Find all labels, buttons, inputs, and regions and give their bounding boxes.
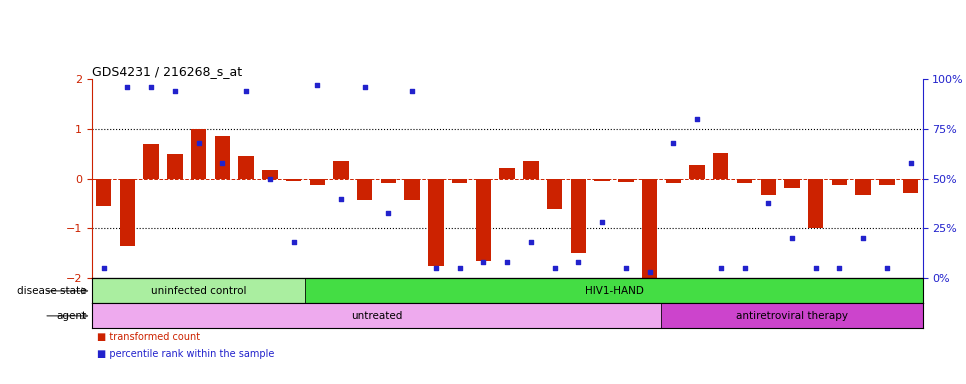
- Bar: [832, 179, 847, 185]
- Bar: [167, 154, 183, 179]
- Point: [879, 265, 895, 271]
- Bar: [120, 179, 135, 246]
- Point: [666, 139, 681, 146]
- Point: [784, 235, 800, 242]
- Point: [191, 139, 207, 146]
- Bar: [286, 179, 301, 181]
- Text: HIV1-HAND: HIV1-HAND: [584, 286, 643, 296]
- Bar: [305, 278, 923, 303]
- Point: [167, 88, 183, 94]
- Point: [760, 199, 776, 205]
- Point: [690, 116, 705, 122]
- Text: ■ percentile rank within the sample: ■ percentile rank within the sample: [97, 349, 274, 359]
- Point: [357, 84, 373, 90]
- Bar: [309, 179, 325, 185]
- Bar: [666, 179, 681, 182]
- Point: [832, 265, 847, 271]
- Bar: [524, 161, 539, 179]
- Bar: [191, 129, 207, 179]
- Point: [856, 235, 871, 242]
- Bar: [784, 179, 800, 187]
- Bar: [357, 179, 373, 200]
- Bar: [690, 165, 705, 179]
- Bar: [737, 179, 753, 182]
- Point: [381, 209, 396, 215]
- Bar: [92, 303, 662, 328]
- Bar: [262, 170, 277, 179]
- Point: [618, 265, 634, 271]
- Bar: [405, 179, 420, 200]
- Text: untreated: untreated: [351, 311, 402, 321]
- Bar: [713, 152, 728, 179]
- Bar: [499, 167, 515, 179]
- Bar: [428, 179, 443, 266]
- Point: [309, 82, 325, 88]
- Bar: [594, 179, 610, 181]
- Point: [737, 265, 753, 271]
- Point: [405, 88, 420, 94]
- Text: uninfected control: uninfected control: [151, 286, 246, 296]
- Point: [120, 84, 135, 90]
- Point: [713, 265, 728, 271]
- Point: [547, 265, 562, 271]
- Text: disease state: disease state: [17, 286, 87, 296]
- Bar: [475, 179, 491, 261]
- Point: [333, 195, 349, 202]
- Bar: [618, 179, 634, 182]
- Bar: [143, 144, 158, 179]
- Point: [262, 175, 277, 182]
- Point: [96, 265, 111, 271]
- Point: [286, 239, 301, 245]
- Bar: [641, 179, 657, 278]
- Bar: [381, 179, 396, 182]
- Bar: [96, 179, 111, 206]
- Point: [524, 239, 539, 245]
- Point: [143, 84, 158, 90]
- Point: [475, 259, 491, 265]
- Bar: [662, 303, 923, 328]
- Bar: [760, 179, 776, 195]
- Point: [499, 259, 515, 265]
- Point: [239, 88, 254, 94]
- Point: [594, 219, 610, 225]
- Bar: [808, 179, 823, 228]
- Bar: [571, 179, 586, 253]
- Bar: [879, 179, 895, 185]
- Bar: [214, 136, 230, 179]
- Text: agent: agent: [57, 311, 87, 321]
- Bar: [239, 156, 254, 179]
- Text: ■ transformed count: ■ transformed count: [97, 332, 200, 342]
- Point: [641, 269, 657, 275]
- Bar: [92, 278, 305, 303]
- Bar: [903, 179, 919, 192]
- Point: [808, 265, 823, 271]
- Bar: [452, 179, 468, 182]
- Point: [214, 159, 230, 166]
- Text: GDS4231 / 216268_s_at: GDS4231 / 216268_s_at: [92, 65, 242, 78]
- Point: [571, 259, 586, 265]
- Bar: [856, 179, 871, 195]
- Point: [903, 159, 919, 166]
- Point: [428, 265, 443, 271]
- Text: antiretroviral therapy: antiretroviral therapy: [736, 311, 848, 321]
- Point: [452, 265, 468, 271]
- Bar: [547, 179, 562, 209]
- Bar: [333, 161, 349, 179]
